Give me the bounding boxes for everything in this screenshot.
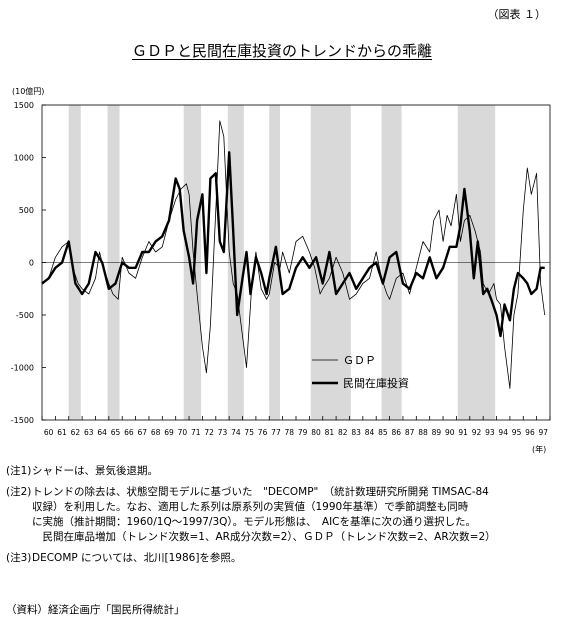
note-2: (注2) トレンドの除去は、状態空間モデルに基づいた "DECOMP" （統計数… — [6, 485, 558, 545]
note-2-line-2: 収録）を利用した。なお、適用した系列は原系列の実質値（1990年基準）で季節調整… — [32, 501, 469, 513]
gdp-inventory-chart: 1500 1000 500 0 -500 -1000 -1500 (10億円) 60 61 62 63… — [11, 86, 551, 454]
x-tick-label: 73 — [218, 428, 228, 437]
x-tick-label: 89 — [432, 428, 442, 437]
y-tick-label: -1000 — [11, 364, 34, 373]
x-tick-label: 65 — [111, 428, 121, 437]
x-tick-label: 76 — [258, 428, 268, 437]
note-1: (注1) シャドーは、景気後退期。 — [6, 464, 558, 479]
x-tick-label: 66 — [124, 428, 134, 437]
x-tick-label: 75 — [244, 428, 254, 437]
x-tick-label: 84 — [365, 428, 375, 437]
y-tick-label: 500 — [19, 206, 34, 215]
series-line-2 — [41, 151, 545, 338]
y-tick-label: 1500 — [14, 101, 34, 110]
x-tick-label: 77 — [271, 428, 281, 437]
x-tick-label: 87 — [405, 428, 415, 437]
legend-label-2: 民間在庫投資 — [343, 376, 409, 390]
x-tick-label: 96 — [525, 428, 535, 437]
x-tick-label: 92 — [472, 428, 482, 437]
x-tick-label: 70 — [178, 428, 188, 437]
x-tick-label: 72 — [204, 428, 214, 437]
x-tick-label: 79 — [298, 428, 308, 437]
chart-title: ＧＤＰと民間在庫投資のトレンドからの乖離 — [131, 42, 432, 60]
legend-label-1: ＧＤＰ — [343, 354, 376, 367]
note-2-line-3: に実施（推計期間：1960/1Q～1997/3Q）。モデル形態は、 AICを基準… — [32, 516, 477, 528]
x-tick-label: 86 — [391, 428, 401, 437]
x-tick-label: 94 — [498, 428, 508, 437]
note-1-line-1: シャドーは、景気後退期。 — [32, 465, 158, 477]
x-tick-label: 90 — [445, 428, 455, 437]
x-tick-label: 88 — [418, 428, 428, 437]
y-tick-label: 0 — [29, 259, 34, 268]
x-tick-label: 62 — [71, 428, 81, 437]
x-tick-label: 83 — [351, 428, 361, 437]
y-tick-label: -1500 — [11, 416, 34, 425]
y-tick-label: 1000 — [14, 154, 34, 163]
x-tick-label: 74 — [231, 428, 241, 437]
notes-section: (注1) シャドーは、景気後退期。 (注2) トレンドの除去は、状態空間モデルに… — [6, 464, 558, 572]
series-line-1 — [41, 120, 546, 389]
x-tick-label: 81 — [325, 428, 335, 437]
x-tick-label: 78 — [285, 428, 295, 437]
note-3-number: (注3) — [6, 552, 32, 564]
x-tick-label: 60 — [44, 428, 54, 437]
x-axis-unit-label: (年) — [532, 444, 546, 454]
y-tick-label: -500 — [16, 311, 34, 320]
x-tick-label: 97 — [539, 428, 549, 437]
note-1-number: (注1) — [6, 465, 32, 477]
x-tick-label: 71 — [191, 428, 201, 437]
x-tick-label: 68 — [151, 428, 161, 437]
note-3-line-1: DECOMP については、北川[1986]を参照。 — [32, 552, 242, 564]
x-tick-label: 93 — [485, 428, 495, 437]
x-tick-label: 82 — [338, 428, 348, 437]
y-axis-unit-label: (10億円) — [12, 86, 44, 96]
x-tick-label: 85 — [378, 428, 388, 437]
x-tick-label: 95 — [512, 428, 522, 437]
x-tick-label: 69 — [164, 428, 174, 437]
note-2-line-1: トレンドの除去は、状態空間モデルに基づいた "DECOMP" （統計数理研究所開… — [32, 486, 489, 498]
source-note: （資料）経済企画庁「国民所得統計」 — [6, 604, 185, 616]
x-tick-label: 80 — [311, 428, 321, 437]
x-tick-label: 63 — [84, 428, 94, 437]
note-3: (注3) DECOMP については、北川[1986]を参照。 — [6, 551, 558, 566]
note-2-line-4: 民間在庫品増加（トレンド次数=1、AR成分次数=2）、ＧＤＰ（トレンド次数=2、… — [32, 531, 496, 543]
note-2-number: (注2) — [6, 486, 32, 498]
figure-label: （図表 １） — [487, 8, 547, 21]
x-tick-label: 91 — [458, 428, 468, 437]
x-tick-label: 67 — [137, 428, 147, 437]
x-tick-label: 61 — [57, 428, 67, 437]
x-tick-label: 64 — [97, 428, 107, 437]
